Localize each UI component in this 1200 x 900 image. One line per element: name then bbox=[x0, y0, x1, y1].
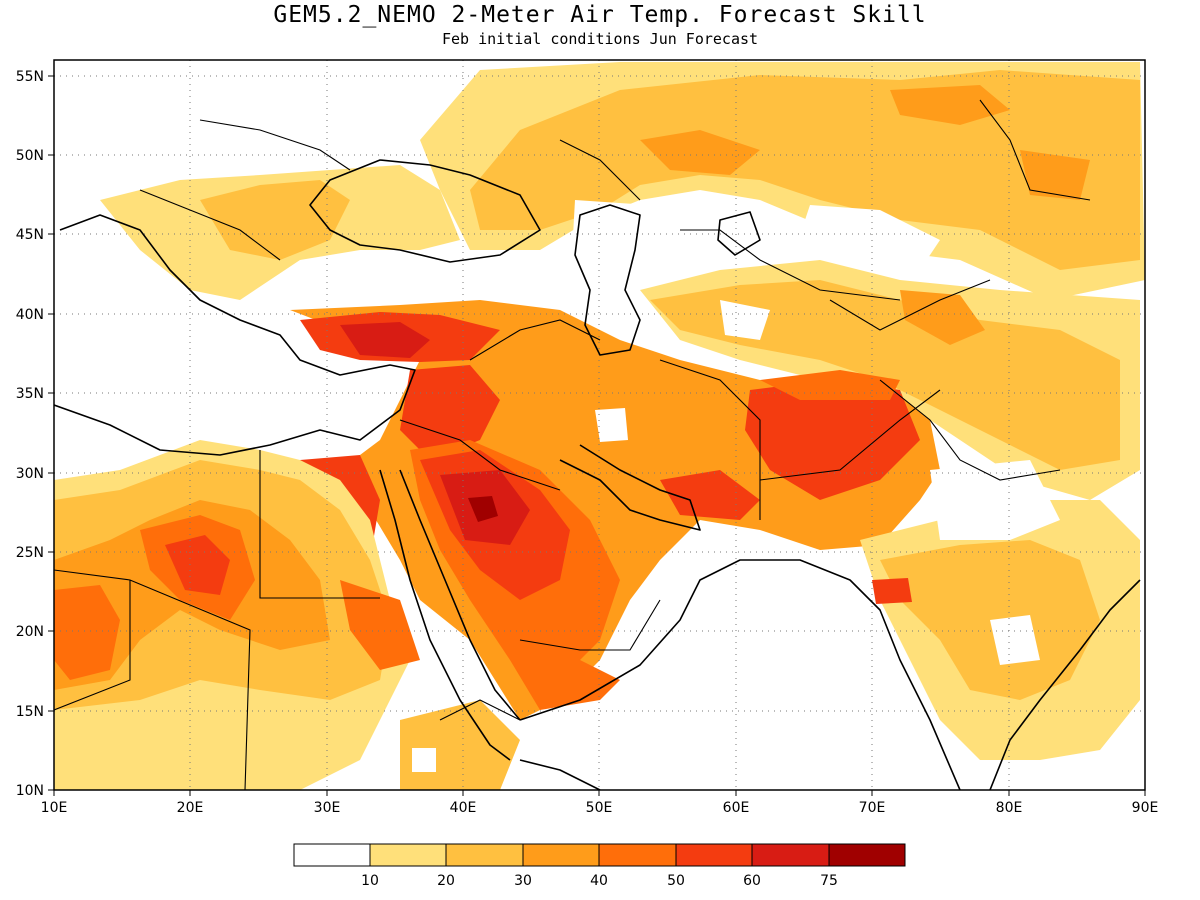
shade-arabia-core bbox=[468, 496, 498, 522]
shade-levant-red bbox=[400, 365, 500, 460]
map-title: GEM5.2_NEMO 2-Meter Air Temp. Forecast S… bbox=[273, 2, 927, 28]
legend-label: 30 bbox=[514, 873, 532, 889]
legend-box bbox=[445, 843, 524, 867]
shade-iran-white bbox=[595, 408, 628, 442]
color-legend: 10 20 30 40 50 60 75 bbox=[293, 843, 906, 889]
lat-label: 50N bbox=[16, 148, 44, 164]
shade-pakistan-red-2 bbox=[660, 470, 760, 520]
lat-label: 55N bbox=[16, 69, 44, 85]
lon-label: 60E bbox=[723, 800, 750, 816]
coastlines bbox=[54, 159, 1141, 790]
lat-label: 20N bbox=[16, 624, 44, 640]
shade-gujarat-red bbox=[872, 578, 912, 604]
shade-anatolia-dark bbox=[340, 322, 430, 358]
shade-chad-red bbox=[54, 585, 120, 680]
lat-label: 40N bbox=[16, 307, 44, 323]
lat-label: 10N bbox=[16, 783, 44, 799]
country-borders bbox=[54, 99, 1091, 790]
legend-box bbox=[751, 843, 830, 867]
shade-india-white bbox=[930, 460, 1060, 540]
legend-label: 75 bbox=[820, 873, 838, 889]
lon-label: 30E bbox=[314, 800, 341, 816]
coast-caspian-sea bbox=[574, 204, 641, 356]
shade-ethiopia-white bbox=[412, 748, 436, 772]
legend-box bbox=[828, 843, 906, 867]
map-subtitle: Feb initial conditions Jun Forecast bbox=[441, 30, 759, 48]
shade-kazakh-white bbox=[800, 205, 940, 270]
legend-box bbox=[293, 843, 371, 867]
lat-label: 45N bbox=[16, 227, 44, 243]
lon-label: 40E bbox=[450, 800, 477, 816]
legend-label: 20 bbox=[437, 873, 455, 889]
shade-yemen-orange bbox=[510, 650, 620, 710]
coast-black-sea bbox=[309, 159, 541, 263]
shade-india-white-2 bbox=[990, 615, 1040, 665]
coast-arabian-sea bbox=[519, 559, 961, 790]
tick-marks bbox=[48, 75, 1146, 796]
lon-label: 20E bbox=[177, 800, 204, 816]
coast-aral bbox=[717, 211, 761, 256]
lon-label: 50E bbox=[586, 800, 613, 816]
shade-turkmen-white bbox=[720, 300, 770, 340]
coast-red-sea-east bbox=[399, 469, 521, 721]
shade-north-orange bbox=[640, 130, 760, 175]
legend-box bbox=[522, 843, 600, 867]
shade-north-orange-2 bbox=[890, 85, 1010, 125]
shade-europe-mid bbox=[200, 180, 350, 260]
legend-label: 40 bbox=[590, 873, 608, 889]
lat-label: 15N bbox=[16, 704, 44, 720]
legend-box bbox=[598, 843, 677, 867]
shade-pakistan-red bbox=[745, 380, 920, 500]
lat-tick-labels: 10N 15N 20N 25N 30N 35N 40N 45N 50N 55N bbox=[16, 69, 44, 799]
coast-horn-africa bbox=[519, 759, 601, 790]
coast-red-sea-west bbox=[379, 469, 511, 761]
lon-tick-labels: 10E 20E 30E 40E 50E 60E 70E 80E 90E bbox=[41, 800, 1159, 816]
shade-centralasia-mid bbox=[650, 280, 1120, 470]
coast-bay-of-bengal bbox=[989, 579, 1141, 790]
legend-box bbox=[369, 843, 447, 867]
skill-shading bbox=[54, 62, 1145, 790]
shade-north-orange-3 bbox=[1020, 150, 1090, 200]
shade-ethiopia-light bbox=[400, 700, 520, 790]
lon-label: 10E bbox=[41, 800, 68, 816]
lat-label: 30N bbox=[16, 466, 44, 482]
coast-persian-gulf bbox=[559, 444, 701, 531]
lat-label: 35N bbox=[16, 386, 44, 402]
legend-label: 10 bbox=[361, 873, 379, 889]
legend-label: 60 bbox=[743, 873, 761, 889]
legend-box bbox=[675, 843, 753, 867]
lon-label: 80E bbox=[996, 800, 1023, 816]
shade-sudan-orange bbox=[340, 580, 420, 670]
legend-label: 50 bbox=[667, 873, 685, 889]
lon-label: 70E bbox=[859, 800, 886, 816]
lat-label: 25N bbox=[16, 545, 44, 561]
shade-pamir-orange bbox=[900, 290, 985, 345]
coast-mediterranean bbox=[54, 214, 416, 456]
shade-africa-deep bbox=[165, 535, 230, 595]
lon-label: 90E bbox=[1132, 800, 1159, 816]
